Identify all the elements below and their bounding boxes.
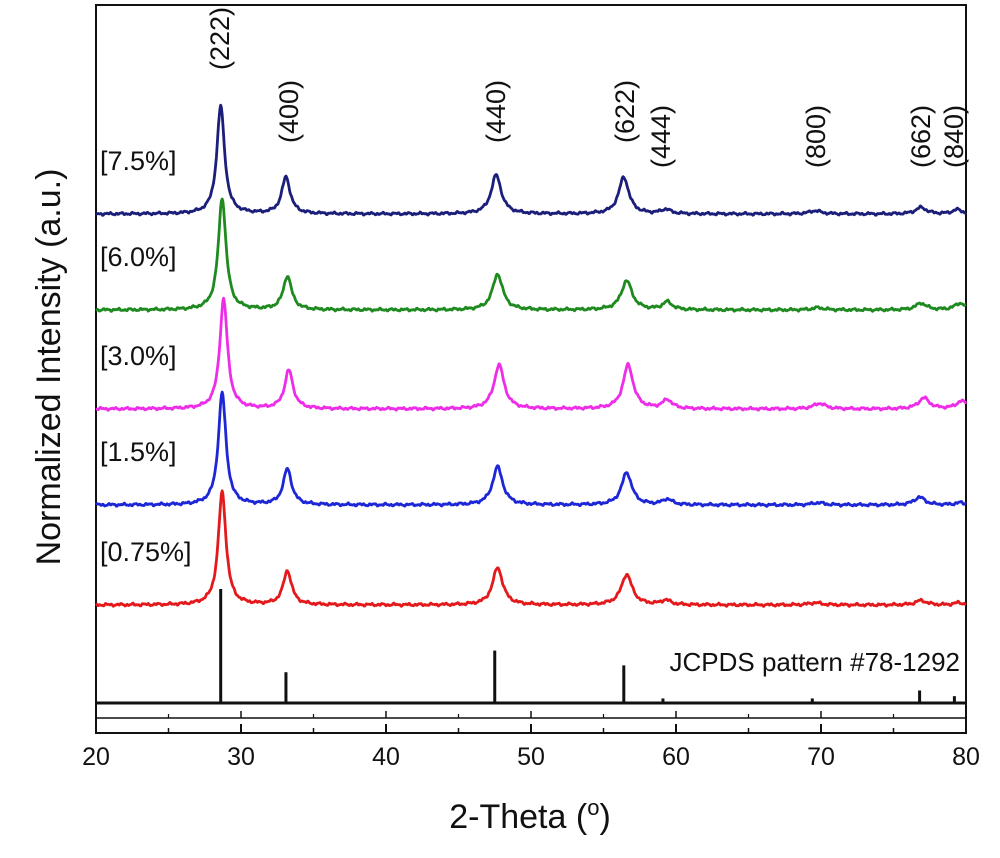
peak-label: (222) [205,7,235,70]
x-tick-label: 30 [227,743,255,771]
y-axis-title: Normalized Intensity (a.u.) [30,169,68,566]
x-tick-label: 50 [517,743,545,771]
reference-label: JCPDS pattern #78-1292 [669,647,960,677]
sample-labels: [7.5%] [6.0%] [3.0%] [1.5%] [0.75%] [100,146,192,567]
plot-border [95,4,967,734]
sample-label: [7.5%] [100,146,177,176]
sample-label: [6.0%] [100,242,177,272]
peak-labels: (222) (400) (440) (622) (444) (800) (662) (840) [205,7,969,168]
x-tick-label: 70 [807,743,835,771]
peak-label: (440) [481,80,511,143]
peak-label: (840) [939,105,969,168]
x-axis-title: 2-Theta (o) [449,795,611,836]
peak-label: (662) [906,105,936,168]
peak-label: (444) [646,105,676,168]
series-line [95,197,967,313]
x-tick-label: 20 [82,743,110,771]
series-line [95,489,967,608]
sample-label: [1.5%] [100,437,177,467]
series-line [94,390,967,508]
peak-label: (400) [274,80,304,143]
x-tick-label: 80 [952,743,980,771]
x-tick-label: 60 [662,743,690,771]
sample-label: [3.0%] [100,341,177,371]
x-tick-label: 40 [372,743,400,771]
series-line [95,296,968,412]
plot-frame [95,4,967,734]
x-axis-title-close: ) [599,798,610,836]
peak-label: (622) [610,80,640,143]
series-lines [94,103,968,608]
x-axis: 20 30 40 50 60 70 80 [82,711,980,771]
series-line [94,103,967,217]
reference-pattern [96,589,966,705]
sample-label: [0.75%] [100,537,192,567]
peak-label: (800) [801,105,831,168]
x-axis-title-superscript: o [587,795,599,820]
